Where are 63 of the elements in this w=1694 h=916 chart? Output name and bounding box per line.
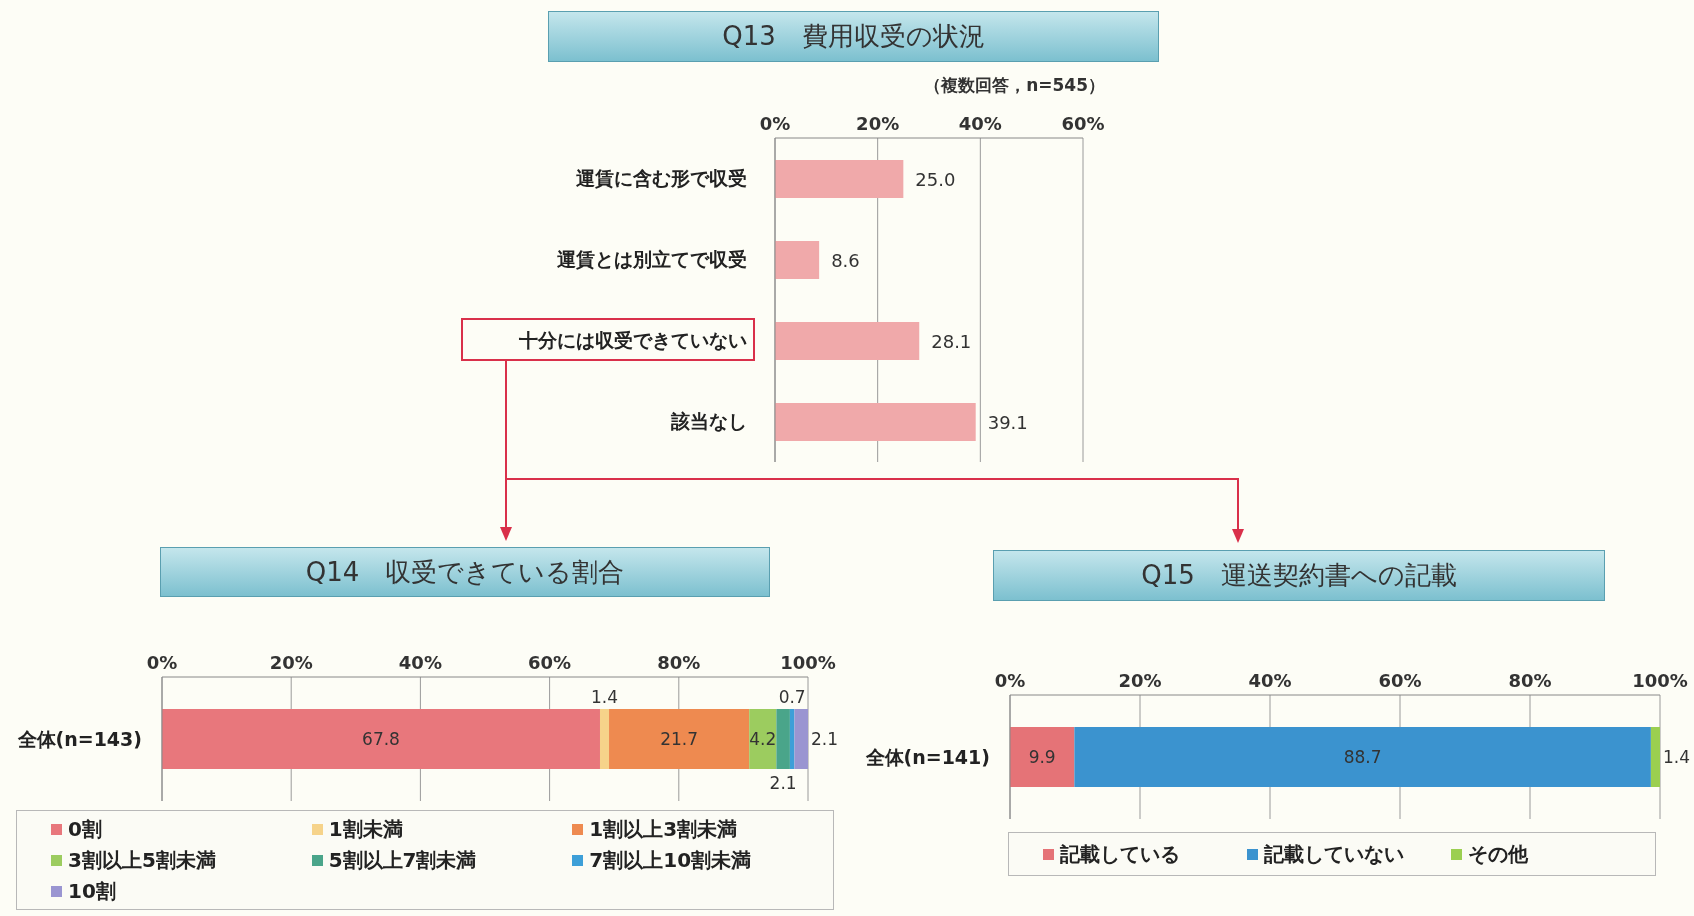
x-tick-label: 0%: [146, 652, 178, 673]
data-label: 21.7: [660, 729, 699, 749]
x-tick-label: 100%: [780, 652, 836, 673]
bar: [599, 709, 610, 769]
bar: [775, 241, 820, 279]
chart-title: Q15 運送契約書への記載: [1141, 559, 1457, 592]
y-tick-label: 運賃とは別立てで収受: [556, 248, 747, 271]
data-label: 0.7: [778, 687, 806, 707]
x-tick-label: 20%: [1118, 670, 1162, 691]
bar: [749, 709, 777, 769]
legend-label: 7割以上10割未満: [589, 846, 752, 874]
data-label: 2.1: [769, 773, 797, 793]
x-tick-label: 20%: [856, 113, 900, 134]
bar: [776, 709, 790, 769]
x-tick-label: 40%: [398, 652, 442, 673]
x-tick-label: 80%: [657, 652, 701, 673]
data-label: 39.1: [987, 411, 1028, 433]
chart-subtitle: （複数回答，n=545）: [924, 74, 1105, 97]
x-tick-label: 60%: [1061, 113, 1105, 134]
x-tick-label: 60%: [528, 652, 572, 673]
legend-label: 記載していない: [1264, 840, 1404, 868]
bar: [794, 709, 808, 769]
x-tick-label: 20%: [269, 652, 313, 673]
x-tick-label: 80%: [1508, 670, 1552, 691]
x-tick-label: 100%: [1632, 670, 1688, 691]
data-label: 28.1: [931, 330, 972, 352]
legend-label: 10割: [68, 877, 116, 905]
legend-label: 1割以上3割未満: [589, 815, 738, 843]
legend-label: 記載している: [1060, 840, 1180, 868]
x-tick-label: 0%: [994, 670, 1026, 691]
data-label: 1.4: [590, 687, 619, 707]
x-tick-label: 60%: [1378, 670, 1422, 691]
bar: [1074, 727, 1651, 787]
data-label: 4.2: [749, 729, 777, 749]
legend-label: 1割未満: [328, 815, 403, 843]
data-label: 1.4: [1663, 747, 1691, 767]
bar: [1650, 727, 1660, 787]
legend-label: 3割以上5割未満: [68, 846, 216, 874]
data-label: 67.8: [362, 729, 400, 749]
legend-label: 0割: [68, 815, 102, 843]
bar: [1010, 727, 1075, 787]
x-tick-label: 40%: [1248, 670, 1292, 691]
bar: [775, 160, 904, 198]
x-tick-label: 40%: [958, 113, 1002, 134]
bar: [775, 322, 920, 360]
bar: [775, 403, 976, 441]
legend-label: 5割以上7割未満: [328, 846, 477, 874]
y-tick-label: 全体(n=143): [16, 727, 142, 750]
data-label: 2.1: [811, 729, 839, 749]
data-label: 9.9: [1028, 747, 1056, 767]
y-tick-label: 十分には収受できていない: [518, 329, 747, 352]
chart-title: Q13 費用収受の状況: [722, 20, 985, 53]
y-tick-label: 運賃に含む形で収受: [575, 167, 747, 190]
data-label: 8.6: [831, 249, 860, 271]
data-label: 88.7: [1343, 747, 1382, 767]
y-tick-label: 全体(n=141): [864, 745, 990, 768]
y-tick-label: 該当なし: [670, 410, 747, 433]
chart-title: Q14 収受できている割合: [305, 555, 625, 589]
legend-label: その他: [1468, 840, 1528, 868]
bar: [162, 709, 600, 769]
bar: [609, 709, 750, 769]
data-label: 25.0: [915, 168, 956, 190]
x-tick-label: 0%: [759, 113, 791, 134]
